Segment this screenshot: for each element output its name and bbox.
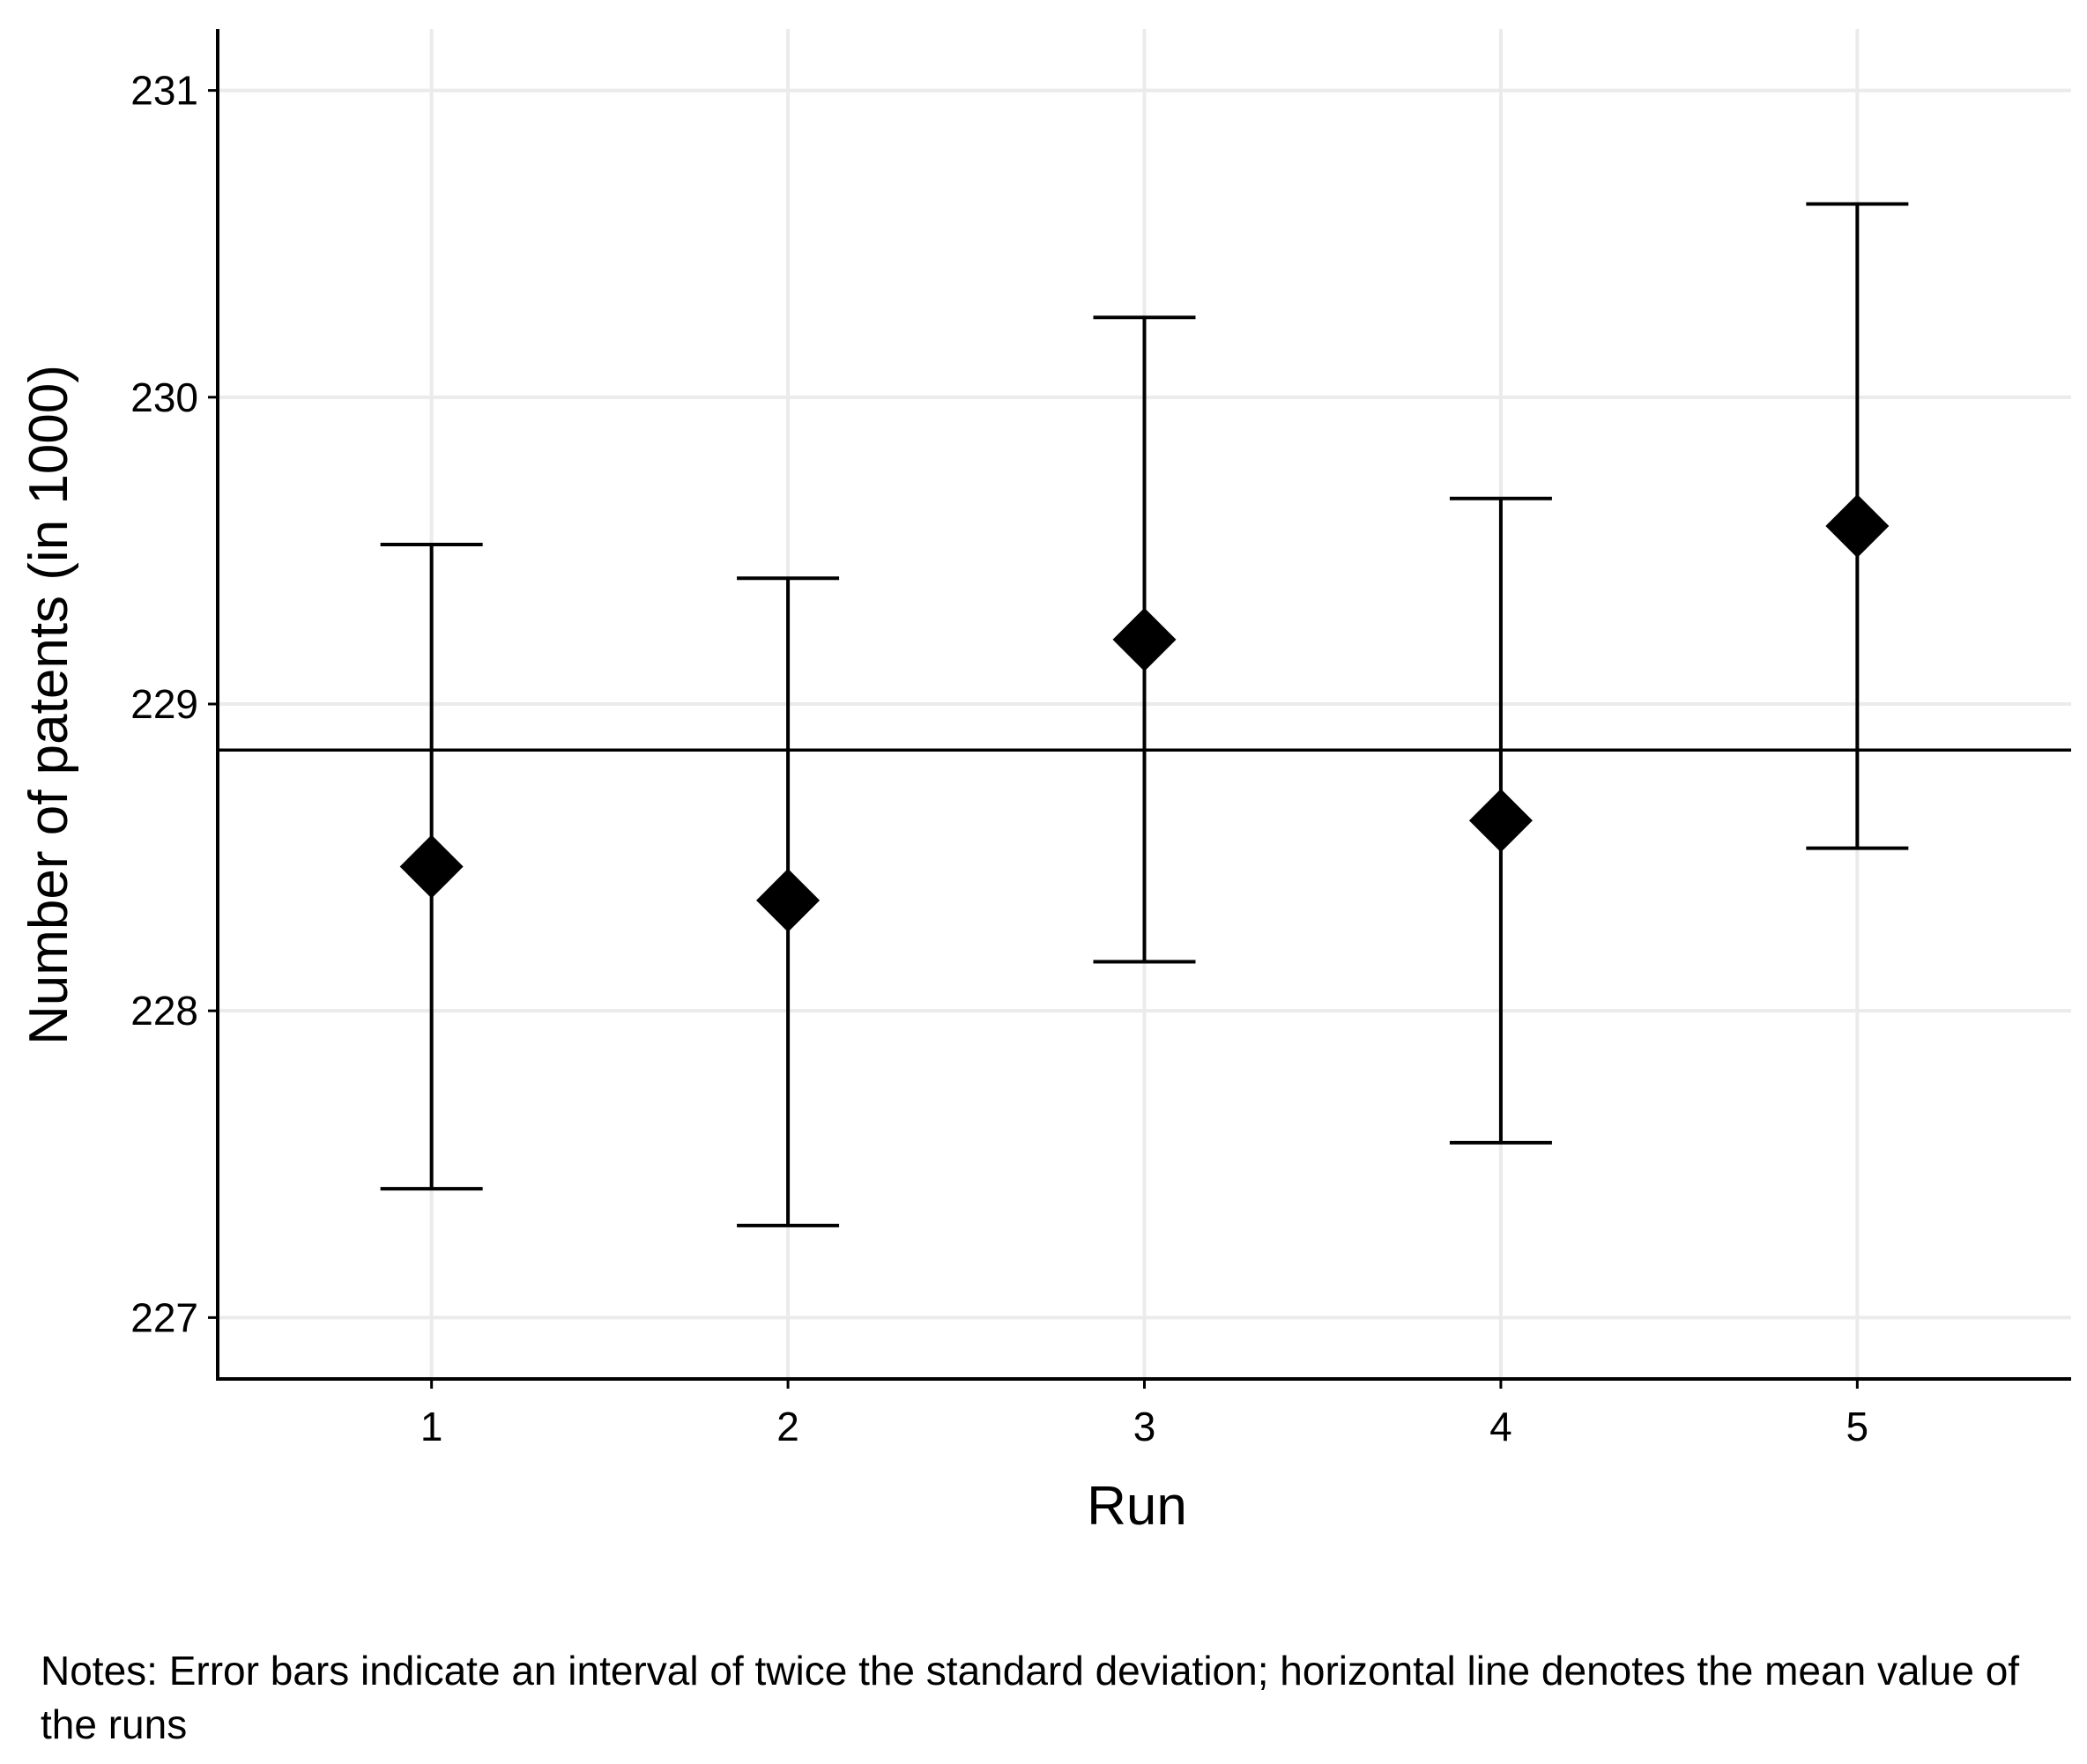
data-point [1825, 494, 1890, 559]
chart-notes: Notes: Error bars indicate an interval o… [41, 1648, 2020, 1747]
y-ticks: 227 228 229 230 231 [130, 68, 218, 1340]
x-tick-label: 5 [1846, 1404, 1869, 1449]
x-tick-label: 1 [420, 1404, 443, 1449]
y-tick-label: 227 [130, 1294, 198, 1340]
y-tick-label: 231 [130, 68, 198, 114]
y-tick-label: 228 [130, 988, 198, 1034]
data-marks [380, 202, 1909, 1227]
x-axis-title: Run [1087, 1476, 1187, 1537]
x-tick-label: 3 [1133, 1404, 1156, 1449]
y-axis-title: Number of patents (in 1000) [19, 365, 79, 1045]
x-tick-label: 2 [776, 1404, 799, 1449]
y-tick-label: 230 [130, 374, 198, 420]
x-ticks: 1 2 3 4 5 [420, 1379, 1868, 1449]
x-tick-label: 4 [1489, 1404, 1512, 1449]
y-tick-label: 229 [130, 681, 198, 727]
data-point [1468, 789, 1533, 853]
data-point [1112, 607, 1177, 671]
data-point [756, 868, 821, 932]
chart: 227 228 229 230 231 1 2 3 4 5 Run Number of pate… [19, 29, 2071, 1537]
data-point [399, 834, 464, 899]
